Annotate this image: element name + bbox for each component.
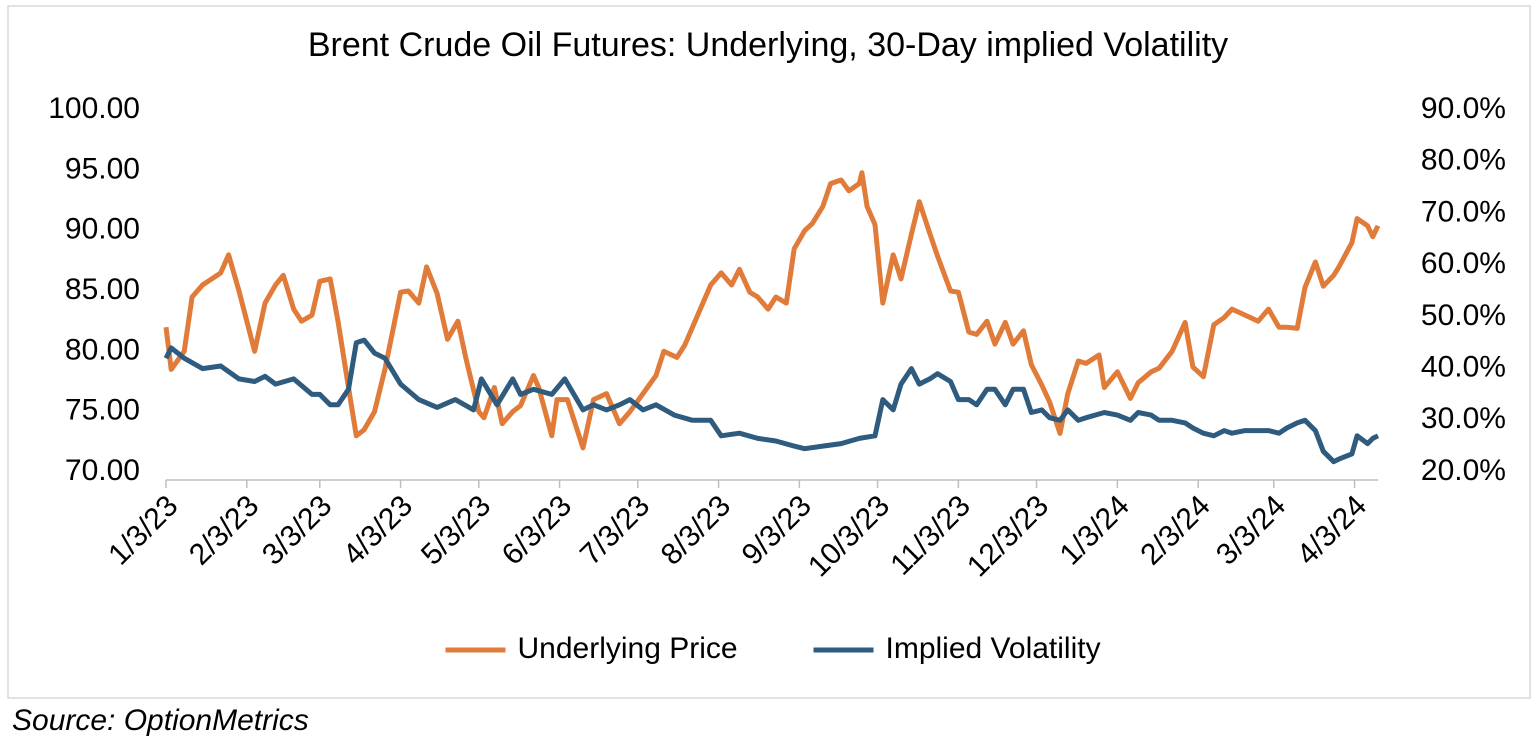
source-note: Source: OptionMetrics	[12, 704, 309, 737]
y2-tick-label: 20.0%	[1421, 454, 1506, 487]
chart-title: Brent Crude Oil Futures: Underlying, 30-…	[308, 26, 1228, 64]
x-tick-label: 5/3/23	[415, 489, 497, 571]
x-tick-label: 11/3/23	[884, 489, 977, 582]
y-tick-label: 95.00	[65, 152, 140, 185]
chart-border	[7, 5, 1531, 699]
x-tick-label: 8/3/23	[655, 489, 737, 571]
x-tick-label: 3/3/24	[1210, 489, 1292, 571]
y2-tick-label: 70.0%	[1421, 195, 1506, 228]
x-tick-label: 4/3/23	[337, 489, 419, 571]
x-tick-label: 1/3/23	[102, 489, 184, 571]
y2-tick-label: 80.0%	[1421, 144, 1506, 177]
x-tick-label: 7/3/23	[574, 489, 656, 571]
series-line	[163, 337, 1380, 465]
y-tick-label: 100.00	[48, 92, 140, 125]
x-tick-label: 1/3/24	[1054, 489, 1136, 571]
x-tick-label: 2/3/23	[183, 489, 265, 571]
y-tick-label: 70.00	[65, 454, 140, 487]
x-tick-label: 2/3/24	[1134, 489, 1216, 571]
y-tick-label: 90.00	[65, 213, 140, 246]
x-tick-label: 6/3/23	[496, 489, 578, 571]
y-tick-label: 85.00	[65, 273, 140, 306]
y2-tick-label: 40.0%	[1421, 350, 1506, 383]
series-line	[163, 170, 1381, 451]
x-tick-label: 3/3/23	[256, 489, 338, 571]
x-tick-label: 10/3/23	[802, 489, 896, 583]
y2-tick-label: 30.0%	[1421, 402, 1506, 435]
y-tick-label: 75.00	[65, 394, 140, 427]
y2-tick-label: 60.0%	[1421, 247, 1506, 280]
y-tick-label: 80.00	[65, 333, 140, 366]
x-tick-label: 12/3/23	[961, 489, 1055, 583]
legend-label: Underlying Price	[518, 632, 738, 665]
legend-label: Implied Volatility	[886, 632, 1101, 665]
y2-tick-label: 50.0%	[1421, 299, 1506, 332]
x-tick-label: 4/3/24	[1291, 489, 1373, 571]
y2-tick-label: 90.0%	[1421, 92, 1506, 125]
